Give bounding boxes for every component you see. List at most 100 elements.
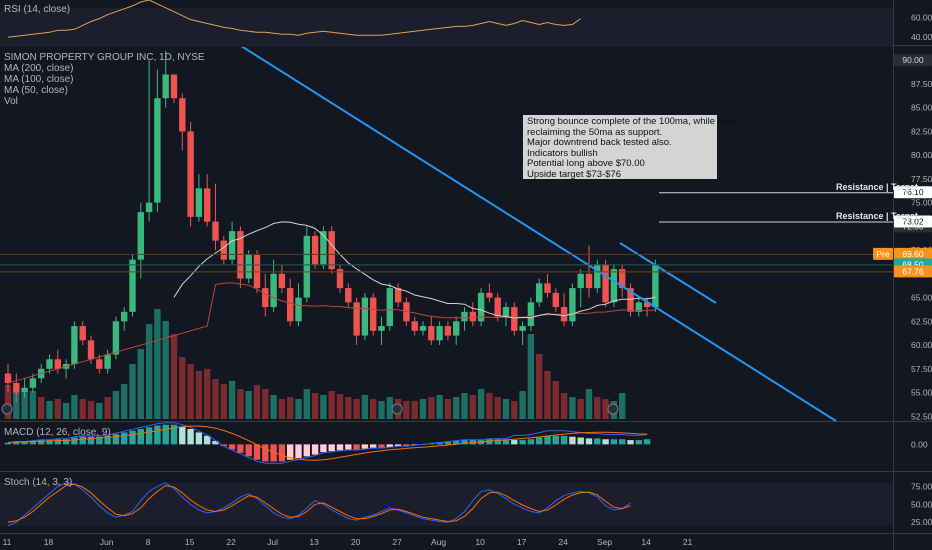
macd-histogram-bar: [245, 444, 252, 457]
volume-bar: [477, 389, 485, 419]
resistance-tag-label: 73.02: [902, 216, 924, 226]
macd-histogram-bar: [96, 436, 103, 445]
macd-histogram-bar: [461, 440, 468, 445]
macd-histogram-bar: [129, 430, 136, 445]
volume-bar: [345, 397, 352, 419]
x-axis-tick: Aug: [431, 537, 446, 547]
macd-histogram-bar: [162, 424, 169, 445]
volume-bar: [212, 379, 219, 419]
volume-bar: [585, 389, 593, 419]
volume-bar: [237, 389, 244, 419]
rsi-axis-tick: 60.00: [911, 13, 932, 23]
macd-histogram-bar: [311, 444, 319, 455]
price-axis-tick: 55.00: [911, 388, 932, 398]
macd-histogram-bar: [436, 442, 443, 445]
macd-histogram-bar: [112, 434, 120, 445]
volume-bar: [527, 334, 535, 419]
macd-histogram-bar: [345, 444, 352, 450]
macd-histogram-bar: [353, 444, 360, 450]
volume-bar: [469, 395, 476, 419]
macd-histogram-bar: [635, 440, 642, 445]
ma-200-line: [7, 282, 656, 384]
resistance-label-76[interactable]: Resistance | Target: [836, 182, 918, 192]
candle-body: [328, 231, 335, 270]
macd-histogram-bar: [336, 444, 344, 451]
stoch-title: Stoch (14, 3, 3): [4, 477, 73, 488]
candle-body: [270, 273, 277, 308]
volume-bar: [162, 321, 169, 419]
legend-ma50[interactable]: MA (50, close): [4, 85, 68, 96]
candle-body: [154, 98, 161, 203]
macd-histogram-bar: [13, 441, 20, 445]
candle-body: [453, 321, 460, 336]
candle-body: [552, 292, 559, 308]
price-tag-box: [894, 247, 932, 260]
volume-bar: [154, 309, 161, 419]
candle-body: [121, 311, 128, 322]
macd-histogram-bar: [204, 435, 211, 445]
volume-bar: [179, 357, 186, 419]
rsi-line: [7, 0, 581, 38]
legend-ma100[interactable]: MA (100, close): [4, 74, 74, 85]
candle-body: [220, 240, 227, 260]
macd-histogram-bar: [195, 432, 203, 445]
candle-body: [336, 269, 344, 289]
volume-bar: [253, 385, 261, 419]
downtrend-line: [237, 43, 837, 422]
macd-signal-line: [7, 425, 648, 461]
price-axis-tick: 85.00: [911, 103, 932, 113]
x-axis-tick: 14: [641, 537, 651, 547]
macd-histogram-bar: [370, 444, 377, 448]
volume-bar: [569, 397, 576, 419]
volume-bar: [552, 381, 559, 419]
price-axis-tick: 57.50: [911, 364, 932, 374]
annotation-note[interactable]: Strong bounce complete of the 100ma, whi…: [523, 115, 735, 179]
candle-body: [486, 292, 493, 298]
price-axis-tick: 80.00: [911, 150, 932, 160]
volume-bar: [287, 397, 294, 419]
volume-bar: [104, 397, 111, 419]
candle-body: [170, 74, 178, 99]
macd-histogram-bar: [62, 439, 70, 445]
volume-bar: [370, 399, 377, 419]
candle-body: [643, 302, 651, 308]
x-axis-tick: 10: [475, 537, 485, 547]
candle-body: [71, 326, 78, 365]
resistance-label-73[interactable]: Resistance | Target: [836, 211, 918, 221]
pre-tag-box: [873, 247, 893, 260]
macd-histogram-bar: [519, 440, 526, 445]
macd-histogram-bar: [610, 439, 618, 445]
price-tag-label: 90.00: [902, 55, 924, 65]
candle-body: [469, 311, 476, 322]
price-tag-box: [894, 54, 932, 67]
macd-histogram-bar: [170, 424, 178, 445]
macd-histogram-bar: [29, 440, 37, 445]
macd-histogram-bar: [21, 441, 28, 445]
macd-histogram-bar: [453, 440, 460, 445]
macd-histogram-bar: [137, 428, 144, 445]
candle-body: [419, 326, 427, 331]
legend-vol[interactable]: Vol: [4, 96, 18, 107]
candle-body: [162, 74, 169, 99]
legend-ma200[interactable]: MA (200, close): [4, 63, 74, 74]
volume-bar: [62, 403, 70, 419]
candle-body: [494, 297, 501, 317]
volume-bar: [428, 397, 435, 419]
volume-bar: [4, 385, 12, 419]
candle-body: [619, 269, 626, 289]
volume-bar: [419, 399, 427, 419]
volume-bar: [270, 395, 277, 419]
volume-bar: [220, 384, 227, 419]
volume-bar: [411, 401, 418, 419]
macd-histogram-bar: [145, 427, 153, 445]
x-axis-tick: 11: [3, 537, 12, 547]
candle-body: [361, 297, 369, 336]
annotation-line: Major downtrend back tested also.: [527, 137, 672, 148]
candle-body: [21, 387, 28, 393]
price-tag-box: [894, 265, 932, 278]
candle-body: [303, 235, 310, 298]
volume-bar: [137, 349, 144, 419]
macd-histogram-bar: [536, 437, 543, 445]
macd-histogram-bar: [486, 439, 493, 445]
